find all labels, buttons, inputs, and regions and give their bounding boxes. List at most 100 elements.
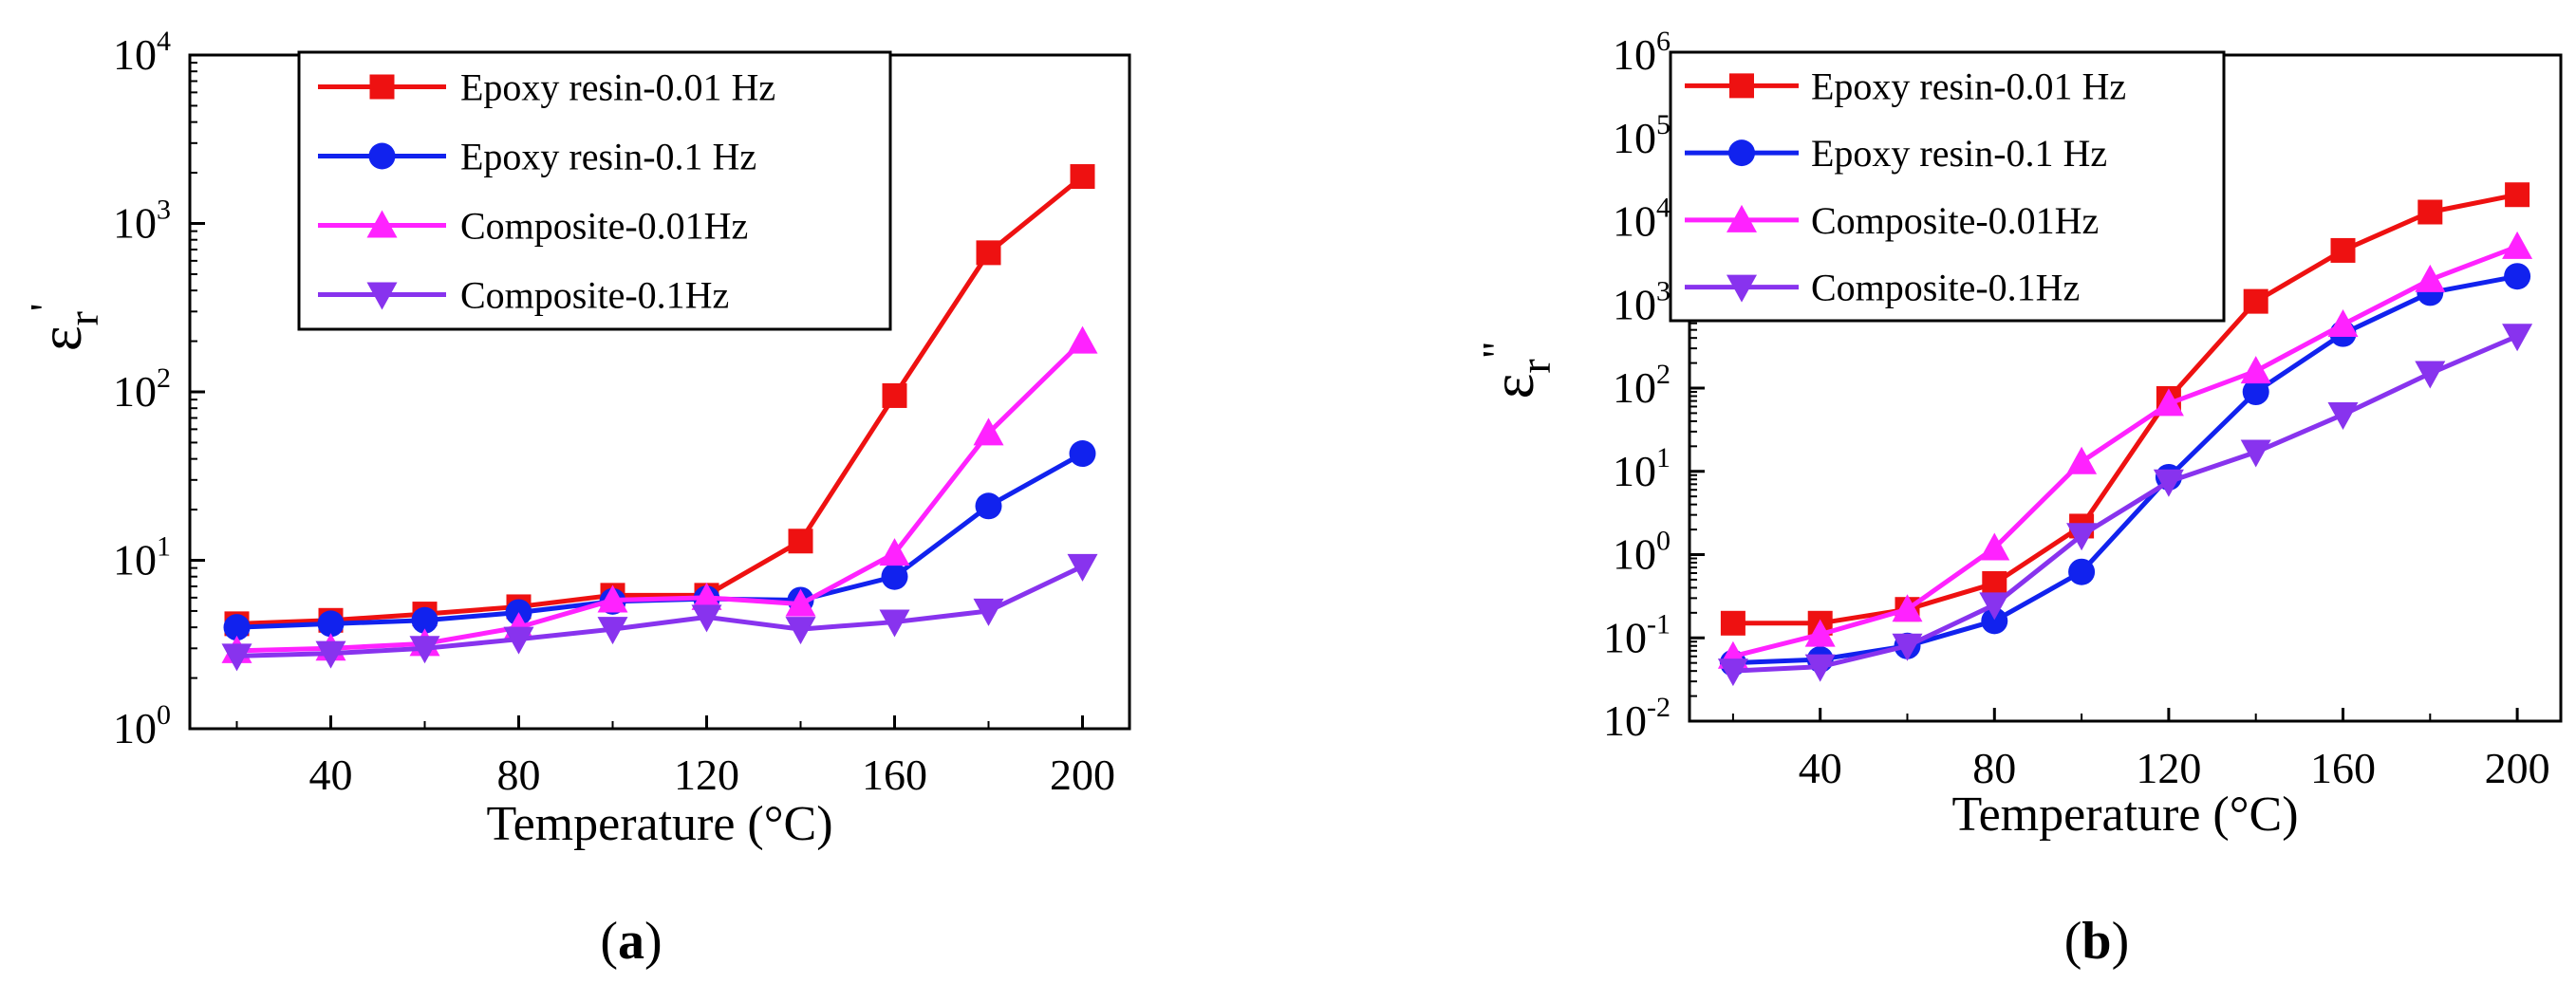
x-axis-title: Temperature (°C) [1951,788,2298,842]
legend-label: Composite-0.1Hz [1811,267,2080,309]
data-point [2327,401,2359,430]
data-point [2415,264,2446,292]
panel-label: (a) [600,912,662,971]
legend-marker [1728,139,1755,167]
y-tick-label: 100 [1613,526,1671,579]
legend-label: Epoxy resin-0.1 Hz [1811,132,2107,175]
data-point [1892,594,1923,622]
legend-label: Epoxy resin-0.01 Hz [460,66,775,109]
series-line [1732,192,2518,626]
y-tick-label: 105 [1613,109,1671,162]
data-point [2415,361,2446,389]
data-point [691,582,722,610]
data-point [1069,440,1096,468]
y-tick-label: 100 [113,699,171,752]
data-point [503,626,534,655]
data-point [1717,658,1748,687]
chart-panel-b: 40 80 120 160 200 10-2 10-1 100 101 102 103 104 105 1… [1473,26,2563,971]
data-point [1981,607,2008,635]
data-point [2502,324,2533,352]
legend-box [297,50,892,331]
legend-label: Composite-0.01Hz [460,205,748,248]
data-point [2327,309,2359,338]
x-tick-label: 120 [674,751,739,799]
legend-marker [369,74,395,100]
data-point [1804,619,1836,647]
y-tick-label: 103 [113,195,171,248]
data-point [691,604,722,633]
y-tick-label: 106 [1613,26,1671,79]
series-3 [221,553,1098,672]
data-point [2330,237,2356,263]
data-point [2505,182,2530,208]
data-point [976,240,1001,266]
data-point [973,598,1004,626]
data-point [2243,288,2268,314]
data-point [597,617,628,645]
legend-marker [366,282,398,310]
y-tick-label: 101 [113,531,171,584]
data-point [221,643,252,672]
data-point [785,588,816,617]
series-line [236,564,1084,658]
y-tick-label: 104 [1613,193,1671,246]
data-point [973,417,1004,446]
y-tick-label: 10-1 [1603,608,1671,661]
x-tick-label: 40 [1799,744,1842,792]
x-tick-label: 160 [862,751,927,799]
data-point [409,636,440,664]
data-point [1892,633,1923,661]
data-point [1070,164,1095,190]
legend-marker [366,210,398,238]
data-point [2066,523,2098,551]
series-line [1732,244,2518,659]
data-point [1804,654,1836,682]
chart-panel-a: 40 80 120 160 200 100 101 102 103 104 Temperature … [21,26,1131,971]
y-axis-title: εr" [1473,342,1559,399]
data-point [2240,439,2271,468]
legend-marker [1727,204,1757,232]
series-1 [223,440,1096,641]
x-tick-label: 80 [497,751,541,799]
legend-label: Composite-0.01Hz [1811,199,2099,242]
data-point [2504,263,2531,290]
series-line [1732,273,2518,666]
legend: Epoxy resin-0.01 Hz Epoxy resin-0.1 Hz Com… [1669,50,2226,323]
data-point [879,609,910,638]
series-1 [1719,263,2531,677]
data-point [879,538,910,566]
y-tick-label: 10-2 [1603,692,1671,745]
x-tick-label: 40 [309,751,353,799]
legend-label: Epoxy resin-0.01 Hz [1811,65,2126,107]
series-3 [1717,324,2533,687]
y-tick-label: 103 [1613,275,1671,328]
data-point [788,529,813,554]
legend-marker [1727,274,1757,303]
legend-box [1669,50,2226,323]
data-point [1067,553,1098,582]
y-tick-label: 101 [1613,442,1671,495]
data-point [2417,199,2443,225]
x-tick-label: 120 [2136,744,2201,792]
data-point [223,614,251,641]
x-tick-label: 200 [2485,744,2550,792]
data-point [2153,388,2184,417]
data-point [1979,532,2010,561]
data-point [597,584,628,613]
y-axis-title: εr' [21,304,107,352]
x-tick-label: 80 [1972,744,2016,792]
y-tick-label: 102 [1613,359,1671,412]
y-tick-label: 102 [113,362,171,416]
data-point [975,492,1002,520]
data-point [881,563,908,590]
series-line [1732,334,2519,674]
series-line [236,175,1085,626]
data-point [2242,379,2269,406]
data-point [317,610,345,638]
data-point [2240,356,2271,384]
series-line [236,339,1085,654]
data-point [411,606,439,634]
legend-marker [368,142,396,170]
x-axis-title: Temperature (°C) [486,797,832,851]
